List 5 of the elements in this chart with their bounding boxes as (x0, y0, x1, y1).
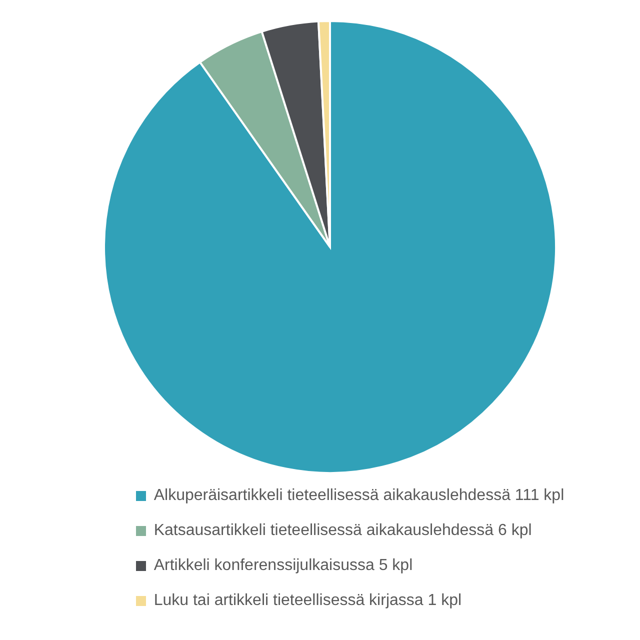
legend-label: Katsausartikkeli tieteellisessä aikakauslehdessä 6 kpl (154, 522, 532, 540)
pie-slice (103, 20, 557, 474)
legend-label: Artikkeli konferenssijulkaisussa 5 kpl (154, 556, 413, 574)
legend-label: Alkuperäisartikkeli tieteellisessä aikakauslehdessä 111 kpl (154, 486, 564, 504)
legend-label: Luku tai artikkeli tieteellisessä kirjassa 1 kpl (154, 592, 462, 610)
